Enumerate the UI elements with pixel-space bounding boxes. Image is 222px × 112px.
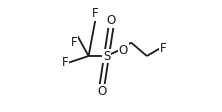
Text: O: O [106,14,116,27]
Text: O: O [97,85,107,98]
Text: F: F [92,7,99,20]
Text: F: F [160,42,167,55]
Text: F: F [62,56,68,69]
Text: S: S [103,50,110,62]
Text: O: O [119,44,128,57]
Text: F: F [71,36,77,49]
